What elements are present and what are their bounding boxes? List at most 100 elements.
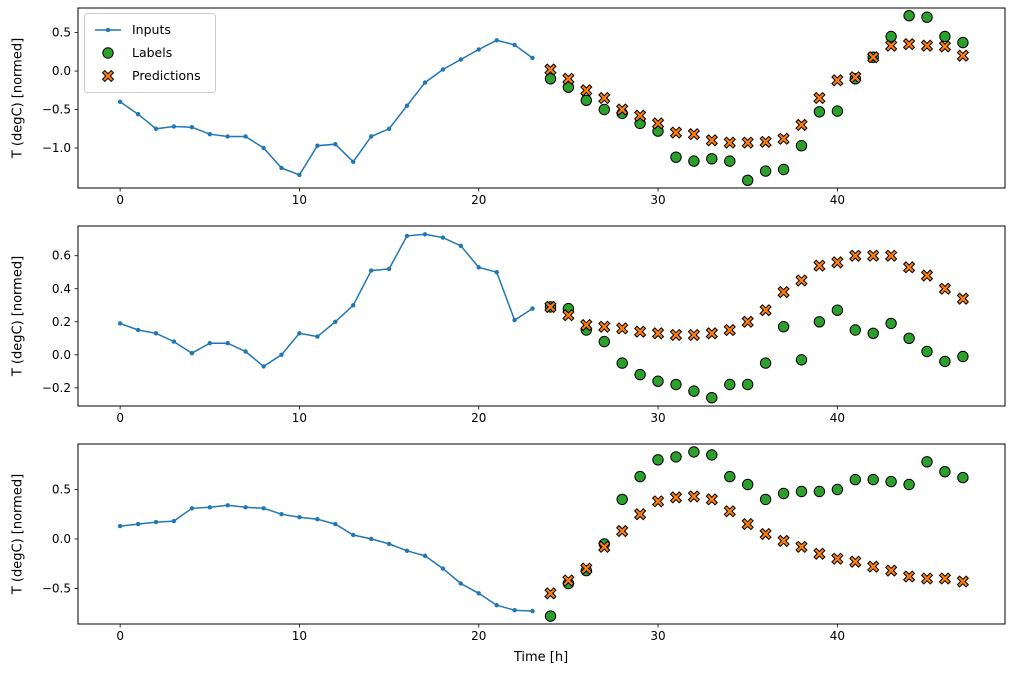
labels-point [867,327,879,339]
predictions-point [956,292,970,305]
inputs-point [404,103,410,108]
predictions-point [884,39,898,52]
labels-point [544,73,557,85]
labels-point [777,321,790,333]
subplot-2: 0 10 20 30 40 −0.2 0.0 0.2 0.4 0.6 [42,225,1006,425]
predictions-point [669,328,683,342]
predictions-point [598,540,611,554]
legend-item-inputs: Inputs [93,22,201,38]
predictions-point [813,259,826,272]
labels-point [921,345,933,358]
labels-point [795,354,808,366]
inputs-point [458,243,463,248]
predictions-point [902,570,916,583]
predictions-point [687,490,701,503]
predictions-point [669,126,683,139]
labels-point [742,174,754,187]
x-tick-label: 30 [650,411,665,425]
inputs-point [315,334,320,339]
predictions-point [867,51,880,64]
predictions-point [705,327,718,340]
inputs-point [153,331,159,336]
inputs-point [476,47,481,52]
predictions-point [705,493,718,506]
inputs-point [225,134,230,139]
labels-point [885,317,897,330]
predictions-point [687,128,701,141]
y-tick-label: −0.5 [42,103,71,117]
predictions-point [544,63,557,76]
labels-point [849,473,861,486]
predictions-point [580,318,593,332]
predictions-point [813,547,826,560]
labels-point [724,378,736,391]
labels-point [957,350,969,363]
labels-point [957,471,969,484]
inputs-line [120,504,533,612]
labels-point [903,478,915,491]
predictions-point [651,495,665,508]
labels-point [759,357,772,369]
predictions-point [633,109,647,122]
predictions-point [598,320,611,333]
x-tick-label: 40 [830,411,845,425]
predictions-point [920,572,934,585]
predictions-point [831,552,844,565]
inputs-point [404,233,410,239]
x-tick-label: 20 [471,629,486,643]
inputs-point [189,351,195,356]
predictions-point [759,304,772,317]
labels-point [598,103,610,116]
legend-item-predictions: Predictions [93,68,201,84]
inputs-point [153,519,159,525]
predictions-point [562,574,575,587]
inputs-point [530,55,535,61]
inputs-point [512,608,517,613]
inputs-point [494,603,499,608]
inputs-line [119,233,533,368]
labels-point [903,10,915,22]
labels-point [742,478,754,491]
predictions-point [562,72,575,85]
subplot-3: 0 10 20 30 40 −0.5 0.0 0.5 [42,443,1006,643]
inputs-line-marker-icon [95,27,121,33]
labels-point [562,81,575,93]
labels-point [706,153,718,165]
inputs-point [135,521,141,527]
predictions-point [723,136,736,149]
y-tick-label: −1.0 [42,141,71,155]
predictions-point [795,540,808,554]
predictions-point [902,261,916,274]
predictions-point [759,527,772,541]
inputs-point [494,38,499,43]
inputs-point [207,341,212,346]
inputs-point [458,57,463,62]
inputs-point [440,566,446,571]
axes-frame [77,7,1006,189]
y-axis-label-subplot-1: T (degC) [normed] [10,37,26,159]
y-tick-label: 0.5 [52,26,71,40]
inputs-point [279,165,284,171]
y-tick-label: −0.5 [42,581,71,595]
inputs-point [225,503,230,508]
inputs-point [297,331,302,336]
predictions-point [723,505,736,518]
predictions-point [705,134,718,147]
inputs-point [171,339,177,344]
inputs-point [297,172,302,178]
labels-point [688,385,700,397]
labels-point [759,493,772,506]
inputs-point [333,319,338,324]
inputs-point [207,505,212,510]
labels-point [849,324,861,336]
predictions-point [902,38,916,51]
predictions-point [633,325,647,338]
inputs-point [422,553,428,558]
inputs-point [440,67,446,72]
inputs-point [422,80,428,85]
inputs-point [153,126,159,131]
labels-point [670,451,682,463]
labels-point [939,355,951,368]
inputs-point [261,364,266,369]
